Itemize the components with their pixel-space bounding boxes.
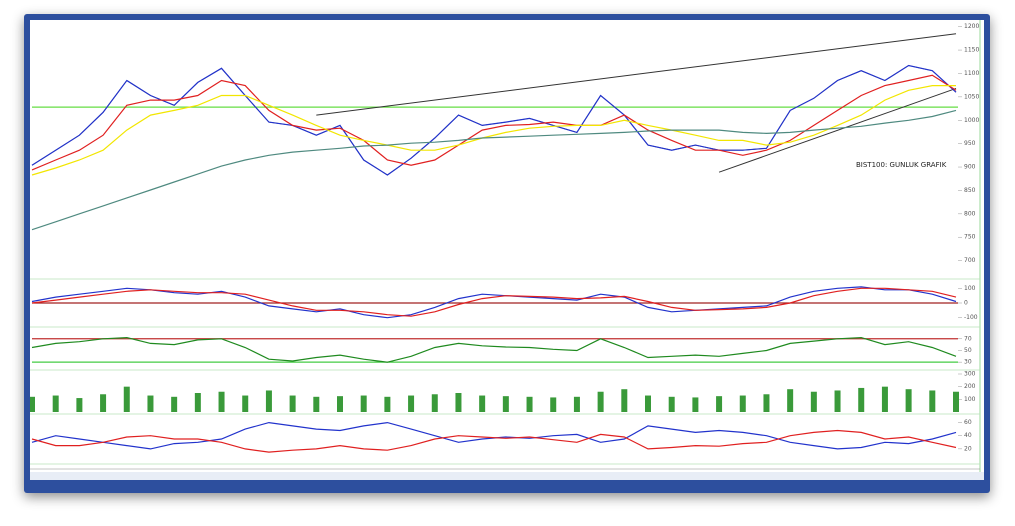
volume-bar [692,397,699,412]
volume-bar [668,396,675,412]
y-tick-label: 1100 [964,70,979,77]
volume-bar [739,395,746,412]
volume-bar [30,396,35,412]
volume-bar [526,396,533,412]
trend-line [316,33,957,116]
y-tick-label: 800 [964,210,976,217]
y-tick-label: 20 [964,445,972,452]
y-tick-label: 300 [964,371,976,378]
y-tick-label: 0 [964,300,968,307]
volume-bar [313,396,320,412]
y-tick-label: 1150 [964,47,979,54]
trend-line [718,87,957,173]
y-tick-label: 40 [964,432,972,439]
volume-bar [408,395,415,412]
volume-bar [337,396,343,412]
volume-bar [52,395,59,412]
y-tick-label: 50 [964,347,972,354]
window-frame: 700 750 800 850 900 950 1000 1050 1100 1150 1200 BI… [24,14,990,493]
volume-bar [645,395,651,412]
volume-bar [763,394,770,412]
y-tick-label: 200 [964,383,976,390]
y-tick-label: 70 [964,335,972,342]
volume-bar [147,395,154,412]
volume-bar [194,393,201,412]
series-line [31,109,957,231]
volume-bar [100,394,107,412]
y-tick-label: 900 [964,164,976,171]
annotation: BIST100: GUNLUK GRAFIK [856,161,947,169]
volume-bar [573,396,580,412]
volume-bar [455,393,462,412]
volume-bar [289,395,296,412]
y-tick-label: 950 [964,140,976,147]
volume-bar [360,395,367,412]
volume-bar [431,394,438,412]
chart-area: 700 750 800 850 900 950 1000 1050 1100 1150 1200 BI… [30,20,984,480]
volume-bar [810,391,817,412]
volume-bar [218,391,225,412]
y-tick-label: 100 [964,285,976,292]
y-tick-label: 1200 [964,23,979,30]
volume-bar [787,389,794,412]
volume-bar [834,390,841,412]
volume-bar [953,391,959,412]
y-tick-label: 1000 [964,117,979,124]
volume-bar [76,398,83,412]
volume-bar [123,386,130,412]
series-line [31,74,957,171]
series-line [31,65,957,176]
volume-bar [905,389,912,412]
y-tick-label: 850 [964,187,976,194]
series-line [31,336,957,363]
series-line [31,84,956,176]
y-tick-label: 60 [964,419,972,426]
series-line [31,286,957,319]
volume-bar [716,396,723,412]
series-line [31,421,957,450]
volume-bar [621,389,628,412]
volume-bar [171,396,178,412]
y-tick-label: 1050 [964,93,979,100]
volume-bar [858,387,865,412]
series-line [31,64,957,176]
chart: 70075080085090095010001050110011501200BI… [30,20,984,480]
volume-bar [479,395,486,412]
scrollbar [30,472,984,480]
y-tick-label: 700 [964,257,976,264]
series-line [31,429,957,453]
y-tick-label: 750 [964,234,976,241]
y-tick-label: 30 [964,359,972,366]
volume-bar [242,395,249,412]
volume-bar [550,397,557,412]
y-tick-label: -100 [964,314,978,321]
series-line [31,287,957,317]
volume-bar [502,396,509,412]
volume-bar [384,396,391,412]
volume-bar [881,386,888,412]
volume-bar [597,391,604,412]
volume-bar [265,390,272,412]
y-tick-label: 100 [964,396,976,403]
volume-bar [929,390,936,412]
